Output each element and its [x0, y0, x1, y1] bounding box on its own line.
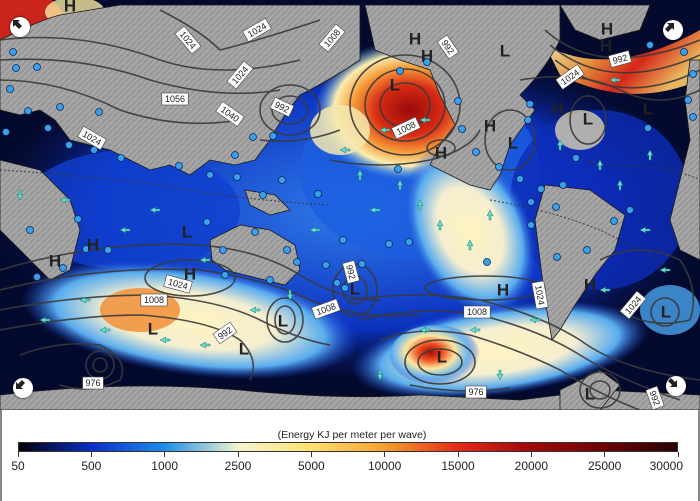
svg-text:976: 976: [468, 387, 483, 397]
low-pressure-center: L: [643, 99, 653, 118]
legend-tick: [457, 452, 459, 457]
svg-text:992: 992: [648, 389, 663, 407]
wave-direction-arrows: [16, 76, 671, 381]
isobar-label: 976: [82, 376, 104, 390]
low-pressure-center: L: [182, 222, 192, 241]
isobar-label: 992: [608, 50, 632, 68]
legend-tick: [164, 452, 166, 457]
isobar-label: 1024: [163, 274, 193, 294]
legend-title: (Energy KJ per meter per wave): [277, 429, 427, 441]
legend-tick: [604, 452, 606, 457]
wave-energy-map[interactable]: 1024 1024 1008 1024 1056 1040 992 1024 992 1008 99…: [0, 0, 700, 410]
pan-southwest-button[interactable]: [13, 378, 33, 398]
low-pressure-center: L: [390, 75, 400, 94]
low-pressure-center: L: [437, 347, 447, 366]
low-pressure-center: L: [585, 384, 595, 403]
low-pressure-center: L: [239, 339, 249, 358]
low-pressure-center: L: [148, 319, 158, 338]
isobar-label: 992: [645, 385, 665, 410]
high-pressure-center: H: [601, 19, 613, 38]
high-pressure-center: H: [600, 36, 612, 55]
high-pressure-center: H: [49, 251, 61, 270]
station-markers: [2, 41, 697, 292]
low-pressure-center: L: [583, 109, 593, 128]
legend-tick-label: 20000: [514, 459, 549, 473]
arrow-northeast-icon: [665, 23, 674, 32]
legend-tick: [237, 452, 239, 457]
isobar-label: 1008: [311, 298, 341, 320]
isobar-label: 992: [269, 96, 295, 118]
legend-tick-label: 15000: [441, 459, 475, 473]
high-pressure-center: H: [184, 264, 196, 283]
legend-tick: [384, 452, 386, 457]
svg-text:1008: 1008: [467, 307, 487, 317]
low-pressure-center: L: [661, 302, 671, 321]
legend-tick: [310, 452, 312, 457]
arrow-southeast-icon: [668, 378, 677, 387]
legend-tick-label: 1000: [151, 459, 179, 473]
legend-tick-label: 50: [11, 459, 25, 473]
high-pressure-center: H: [584, 275, 596, 294]
low-pressure-center: L: [350, 279, 360, 298]
svg-text:992: 992: [611, 52, 628, 66]
svg-text:1008: 1008: [144, 295, 164, 305]
legend-tick-label: 25000: [587, 459, 622, 473]
isobar-label: 1008: [140, 293, 168, 307]
legend-tick-label: 5000: [297, 459, 325, 473]
isobar-label: 1008: [463, 305, 491, 319]
legend-tick: [90, 452, 92, 457]
isobar-label: 1024: [531, 280, 549, 310]
low-pressure-center: L: [278, 311, 288, 330]
legend-tick: [677, 452, 679, 457]
pan-northwest-button[interactable]: [10, 17, 30, 37]
low-pressure-center: L: [500, 41, 510, 60]
svg-text:976: 976: [85, 378, 100, 388]
svg-text:1056: 1056: [165, 94, 185, 104]
legend-tick: [17, 452, 19, 457]
isobar-label: 992: [212, 321, 238, 345]
high-pressure-center: H: [409, 29, 421, 48]
legend-tick-label: 10000: [367, 459, 402, 473]
arrow-northwest-icon: [13, 20, 22, 29]
isobar-label: 992: [436, 34, 460, 60]
low-pressure-center: L: [508, 133, 518, 152]
legend-tick-label: 2500: [224, 459, 252, 473]
isobar-label: 992: [342, 260, 360, 284]
svg-text:992: 992: [344, 263, 358, 280]
legend-tick-label: 30000: [649, 459, 684, 473]
svg-text:1024: 1024: [533, 284, 546, 305]
isobar-label: 1056: [161, 92, 189, 106]
color-scale-bar: [18, 442, 678, 452]
high-pressure-center: H: [421, 46, 433, 65]
pan-northeast-button[interactable]: [663, 20, 683, 40]
high-pressure-center: H: [87, 235, 99, 254]
energy-legend: (Energy KJ per meter per wave) 50 500 1000…: [0, 410, 700, 501]
high-pressure-center: H: [552, 99, 564, 118]
high-pressure-center: H: [497, 280, 509, 299]
arrow-southwest-icon: [16, 380, 25, 389]
legend-tick-label: 500: [81, 459, 102, 473]
legend-tick: [530, 452, 532, 457]
pan-southeast-button[interactable]: [666, 376, 686, 396]
high-pressure-center: H: [484, 116, 496, 135]
high-pressure-center: H: [64, 0, 76, 15]
isobar-label: 976: [465, 385, 487, 399]
high-pressure-center: H: [435, 143, 447, 162]
